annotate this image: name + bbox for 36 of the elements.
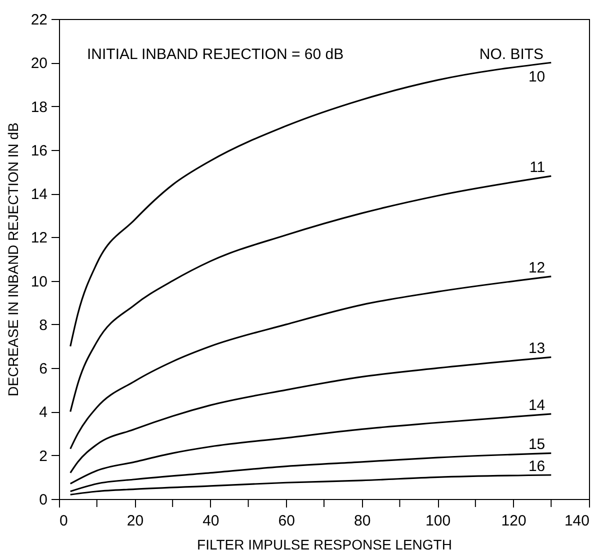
y-tick-label: 2 [39,448,48,465]
series-label: 13 [528,340,546,358]
series-label: 16 [528,458,546,475]
x-tick-label: 140 [564,512,590,530]
y-tick-label: 12 [30,230,48,247]
y-tick-label: 18 [30,98,48,116]
legend-title: NO. BITS [479,46,544,63]
x-tick-label: 20 [126,512,144,530]
x-tick-label: 60 [278,512,295,530]
y-tick-label: 16 [30,142,48,160]
y-tick-label: 20 [30,55,48,72]
x-tick-label: 100 [426,512,451,530]
series-label: 15 [528,436,546,454]
x-tick-label: 0 [60,512,68,530]
y-tick-label: 8 [39,316,48,334]
series-label: 10 [528,68,546,86]
y-tick-label: 10 [30,273,48,290]
line-series [70,356,552,474]
line-series [70,413,552,485]
y-tick-label: 14 [30,186,48,204]
x-axis-title: FILTER IMPULSE RESPONSE LENGTH [197,536,452,552]
line-series [70,175,552,413]
x-tick-label: 40 [202,512,220,530]
series-label: 11 [530,159,546,176]
y-tick-label: 6 [39,360,48,378]
y-tick-label: 0 [39,492,48,508]
series-label: 14 [528,396,546,414]
x-tick-label: 120 [501,512,526,530]
y-tick-label: 4 [39,404,48,422]
y-tick-label: 22 [30,12,48,28]
line-series [70,452,552,492]
annotation: INITIAL INBAND REJECTION = 60 dB [87,46,344,63]
y-axis-title: DECREASE IN INBAND REJECTION IN dB [4,122,21,396]
line-series [70,276,552,450]
series-label: 12 [528,259,546,276]
x-tick-label: 80 [354,512,371,530]
